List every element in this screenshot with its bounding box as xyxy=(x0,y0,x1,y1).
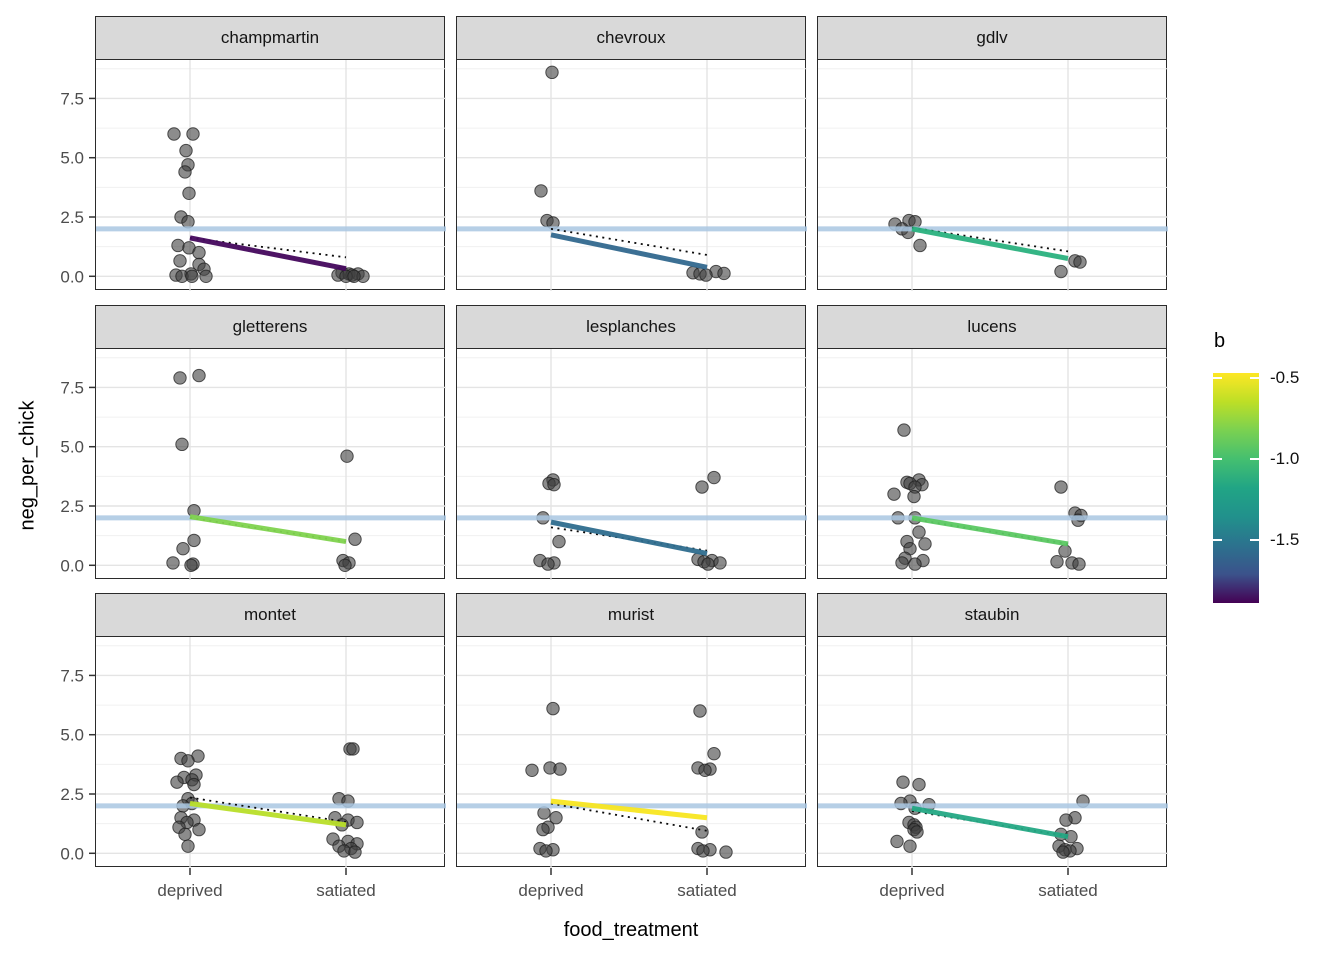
facet-panel: gletterens 0.0 2.5 5.0 7.5 xyxy=(60,305,446,580)
x-tick-label: satiated xyxy=(677,881,737,900)
y-tick-label: 0.0 xyxy=(60,556,84,575)
y-tick-label: 5.0 xyxy=(60,148,84,167)
legend-tick-label: -1.5 xyxy=(1270,530,1300,549)
facet-strip-label: gdlv xyxy=(817,16,1167,60)
facet-panel: lucens xyxy=(817,305,1168,580)
facet-plot-svg: deprived satiated xyxy=(818,636,1168,900)
facet-plot-area: 0.0 2.5 5.0 7.5 xyxy=(60,347,446,580)
y-tick-label: 7.5 xyxy=(60,378,84,397)
y-tick-label: 5.0 xyxy=(60,437,84,456)
y-tick-label: 2.5 xyxy=(60,208,84,227)
legend-colorbar-tick xyxy=(1250,458,1259,460)
legend-colorbar-tick xyxy=(1250,539,1259,541)
facet-plot-area: deprived satiated xyxy=(817,635,1168,900)
x-tick-label: deprived xyxy=(518,881,583,900)
facet-panel: champmartin 0.0 2.5 5.0 7.5 xyxy=(60,16,446,291)
x-tick-label: deprived xyxy=(879,881,944,900)
facet-plot-svg xyxy=(457,59,807,291)
legend-colorbar-tick xyxy=(1213,539,1222,541)
facet-strip-label: gletterens xyxy=(95,305,445,349)
y-tick-label: 0.0 xyxy=(60,267,84,286)
facet-plot-area xyxy=(817,347,1168,580)
facet-plot-area: deprived satiated xyxy=(456,635,807,900)
x-tick-label: satiated xyxy=(1038,881,1098,900)
facet-plot-area: 0.0 2.5 5.0 7.5 xyxy=(60,58,446,291)
legend-colorbar xyxy=(1213,373,1259,603)
facet-strip-label: champmartin xyxy=(95,16,445,60)
facet-strip-label: murist xyxy=(456,593,806,637)
legend-tick-label: -0.5 xyxy=(1270,368,1300,387)
facet-plot-area xyxy=(456,58,807,291)
y-tick-label: 2.5 xyxy=(60,785,84,804)
y-axis-title: neg_per_chick xyxy=(16,400,39,531)
y-tick-label: 5.0 xyxy=(60,725,84,744)
y-tick-label: 7.5 xyxy=(60,89,84,108)
facet-plot-svg xyxy=(818,59,1168,291)
legend-colorbar-tick xyxy=(1250,377,1259,379)
x-axis-title: food_treatment xyxy=(563,919,699,941)
legend-tick-label: -1.0 xyxy=(1270,449,1300,468)
facet-panel: lesplanches xyxy=(456,305,807,580)
facet-strip-label: lucens xyxy=(817,305,1167,349)
y-tick-label: 7.5 xyxy=(60,666,84,685)
facet-panel: gdlv xyxy=(817,16,1168,291)
facet-plot-svg: 0.0 2.5 5.0 7.5 xyxy=(60,59,446,291)
facet-plot-area xyxy=(456,347,807,580)
y-tick-label: 0.0 xyxy=(60,844,84,863)
legend-colorbar-tick xyxy=(1213,377,1222,379)
facet-panel: chevroux xyxy=(456,16,807,291)
facet-plot-area: 0.0 2.5 5.0 7.5 deprived satiated xyxy=(60,635,446,900)
facet-plot-svg xyxy=(818,348,1168,580)
facet-panel: montet 0.0 2.5 5.0 7.5 deprived satiated xyxy=(60,593,446,900)
legend-title: b xyxy=(1214,330,1226,352)
facet-panel: staubin deprived satiated xyxy=(817,593,1168,900)
facet-plot-svg: 0.0 2.5 5.0 7.5 xyxy=(60,348,446,580)
facet-plot-area xyxy=(817,58,1168,291)
y-tick-label: 2.5 xyxy=(60,497,84,516)
facet-panel: murist deprived satiated xyxy=(456,593,807,900)
facet-plot-svg xyxy=(457,348,807,580)
facet-strip-label: lesplanches xyxy=(456,305,806,349)
legend-colorbar-tick xyxy=(1213,458,1222,460)
facet-plot-svg: deprived satiated xyxy=(457,636,807,900)
facet-strip-label: montet xyxy=(95,593,445,637)
facet-strip-label: staubin xyxy=(817,593,1167,637)
x-tick-label: deprived xyxy=(157,881,222,900)
x-tick-label: satiated xyxy=(316,881,376,900)
facet-plot-svg: 0.0 2.5 5.0 7.5 deprived satiated xyxy=(60,636,446,900)
facet-strip-label: chevroux xyxy=(456,16,806,60)
